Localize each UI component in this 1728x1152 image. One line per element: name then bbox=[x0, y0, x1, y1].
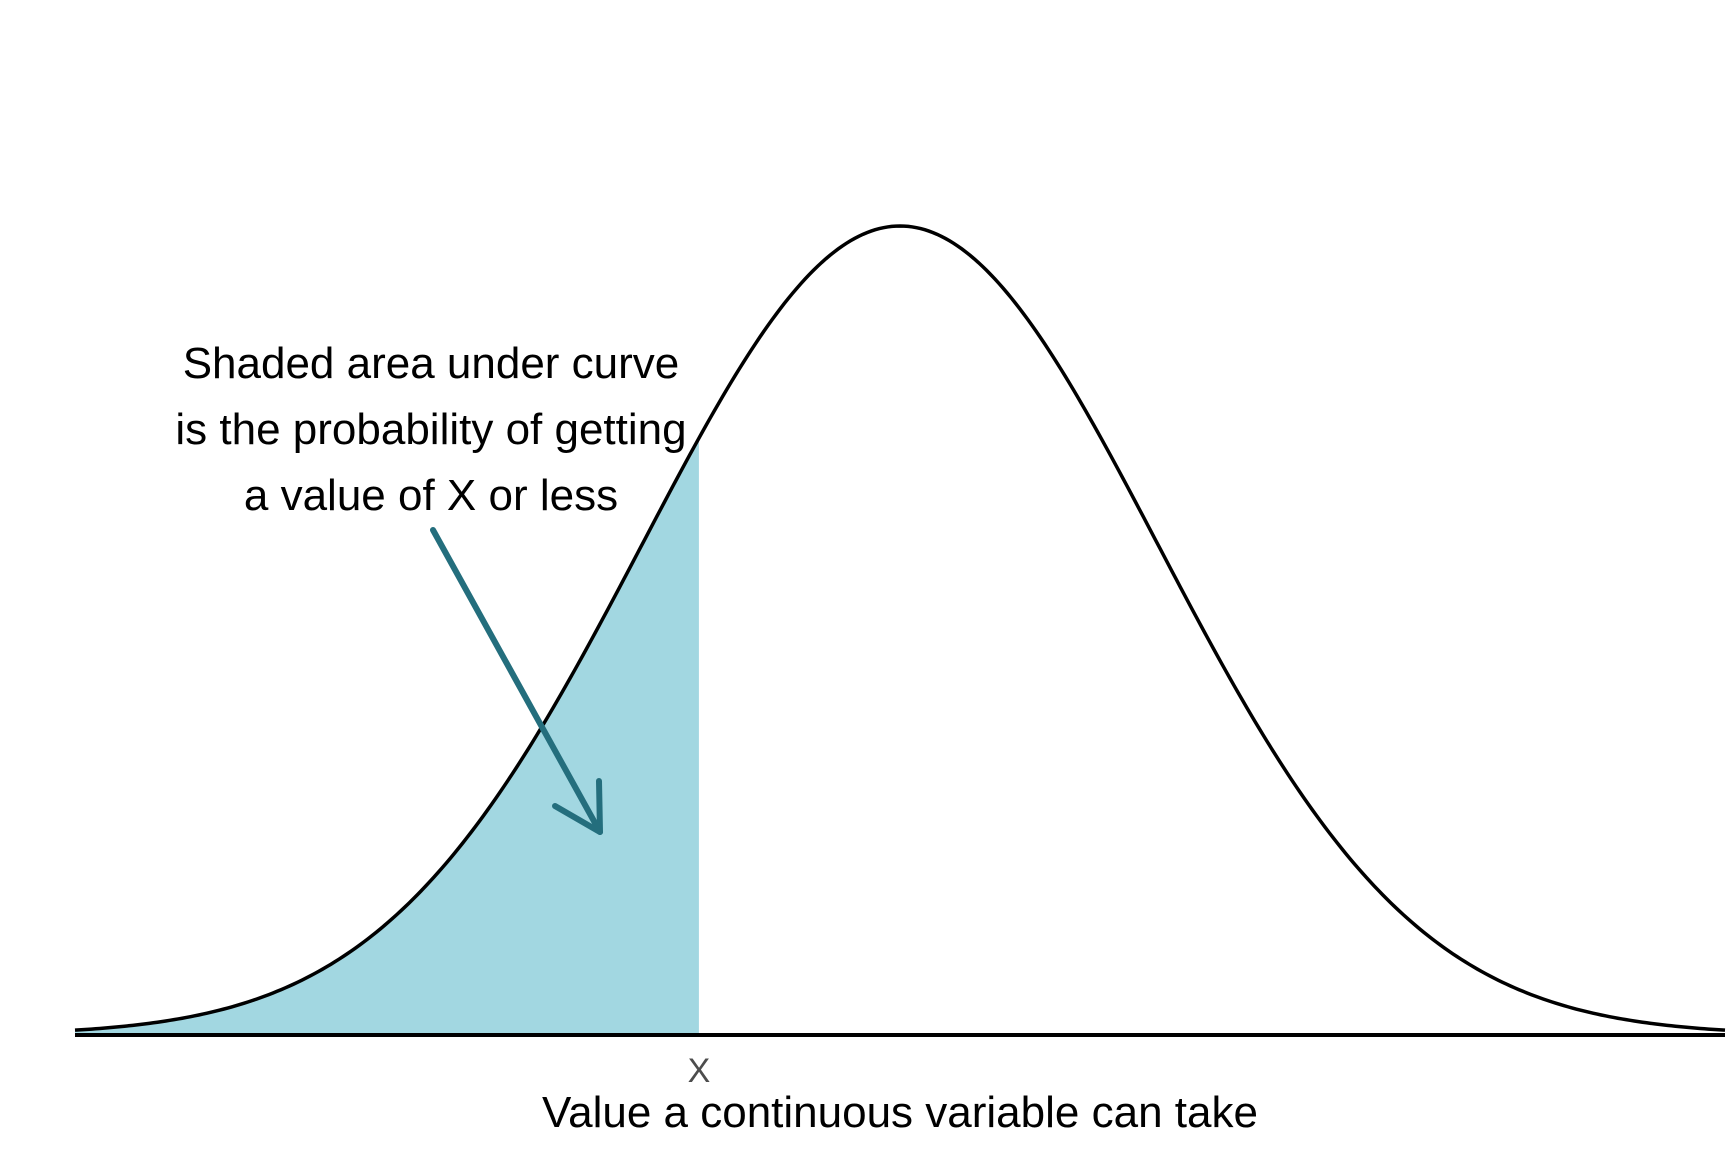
x-tick-label: X bbox=[688, 1052, 711, 1090]
arrow-shaft bbox=[430, 527, 603, 835]
annotation: Shaded area under curve is the probabili… bbox=[175, 339, 686, 520]
density-curve bbox=[74, 224, 1726, 1032]
arrow-head bbox=[552, 778, 603, 835]
annotation-line-3: a value of X or less bbox=[244, 471, 618, 520]
x-axis-title: Value a continuous variable can take bbox=[542, 1088, 1258, 1137]
shaded-probability-area bbox=[75, 438, 699, 1035]
annotation-line-1: Shaded area under curve bbox=[183, 339, 680, 388]
annotation-line-2: is the probability of getting bbox=[175, 405, 686, 454]
x-axis-ticks: X bbox=[688, 1052, 711, 1090]
annotation-arrow bbox=[430, 527, 603, 835]
